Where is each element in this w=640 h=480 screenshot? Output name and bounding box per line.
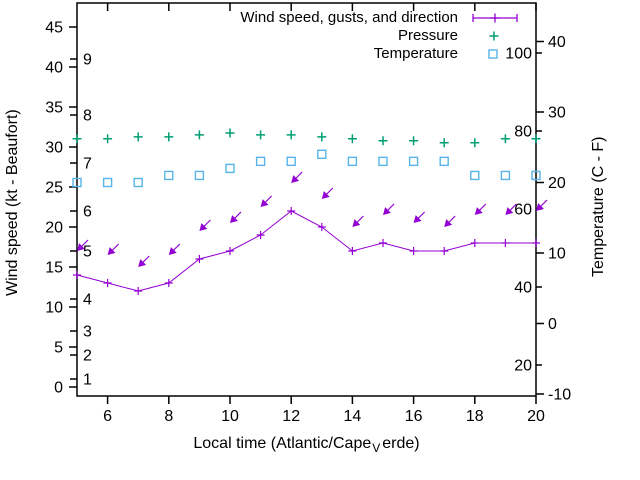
svg-text:25: 25 [45, 180, 63, 197]
svg-text:20: 20 [45, 220, 63, 237]
svg-text:35: 35 [45, 100, 63, 117]
svg-text:8: 8 [164, 408, 173, 425]
temperature-series [72, 149, 541, 188]
svg-text:10: 10 [221, 408, 239, 425]
tick-labels: 6 8 10 12 14 16 18 2005101520253035404512345678… [45, 20, 571, 426]
svg-text:14: 14 [344, 408, 362, 425]
svg-text:10: 10 [45, 300, 63, 317]
svg-text:80: 80 [514, 124, 532, 141]
svg-text:60: 60 [514, 202, 532, 219]
svg-text:40: 40 [548, 34, 566, 51]
svg-text:-10: -10 [548, 387, 571, 404]
svg-text:100: 100 [505, 46, 532, 63]
axes [69, 2, 544, 404]
svg-text:40: 40 [514, 280, 532, 297]
svg-text:6: 6 [103, 408, 112, 425]
svg-text:4: 4 [83, 292, 92, 309]
svg-text:45: 45 [45, 20, 63, 37]
y-axis-title-left: Wind speed (kt - Beaufort) [4, 109, 21, 296]
svg-text:0: 0 [548, 316, 557, 333]
svg-text:16: 16 [405, 408, 423, 425]
svg-text:18: 18 [466, 408, 484, 425]
legend-label-temperature: Temperature [373, 45, 458, 62]
svg-text:12: 12 [282, 408, 300, 425]
wind-series [73, 171, 548, 295]
svg-text:1: 1 [83, 372, 92, 389]
svg-text:3: 3 [83, 324, 92, 341]
svg-text:7: 7 [83, 156, 92, 173]
svg-text:5: 5 [83, 244, 92, 261]
svg-text:6: 6 [83, 204, 92, 221]
svg-text:30: 30 [45, 140, 63, 157]
x-axis-title-subscript: V [372, 441, 381, 455]
svg-text:5: 5 [54, 340, 63, 357]
svg-text:20: 20 [514, 358, 532, 375]
svg-text:15: 15 [45, 260, 63, 277]
x-axis-title-text: Local time (Atlantic/Cape [193, 435, 372, 452]
pressure-series [72, 128, 541, 148]
svg-text:8: 8 [83, 108, 92, 125]
svg-text:20: 20 [527, 408, 545, 425]
y-axis-title-right: Temperature (C - F) [590, 136, 607, 277]
svg-text:9: 9 [83, 52, 92, 69]
svg-text:40: 40 [45, 60, 63, 77]
x-axis-title-suffix: erde) [382, 435, 420, 452]
svg-text:20: 20 [548, 175, 566, 192]
svg-text:0: 0 [54, 380, 63, 397]
legend-glyphs [472, 13, 518, 59]
legend-label-wind: Wind speed, gusts, and direction [240, 9, 458, 26]
svg-text:30: 30 [548, 105, 566, 122]
x-axis-title: Local time (Atlantic/CapeV erde) [77, 435, 536, 455]
svg-text:2: 2 [83, 348, 92, 365]
legend-label-pressure: Pressure [397, 27, 458, 44]
svg-text:10: 10 [548, 246, 566, 263]
